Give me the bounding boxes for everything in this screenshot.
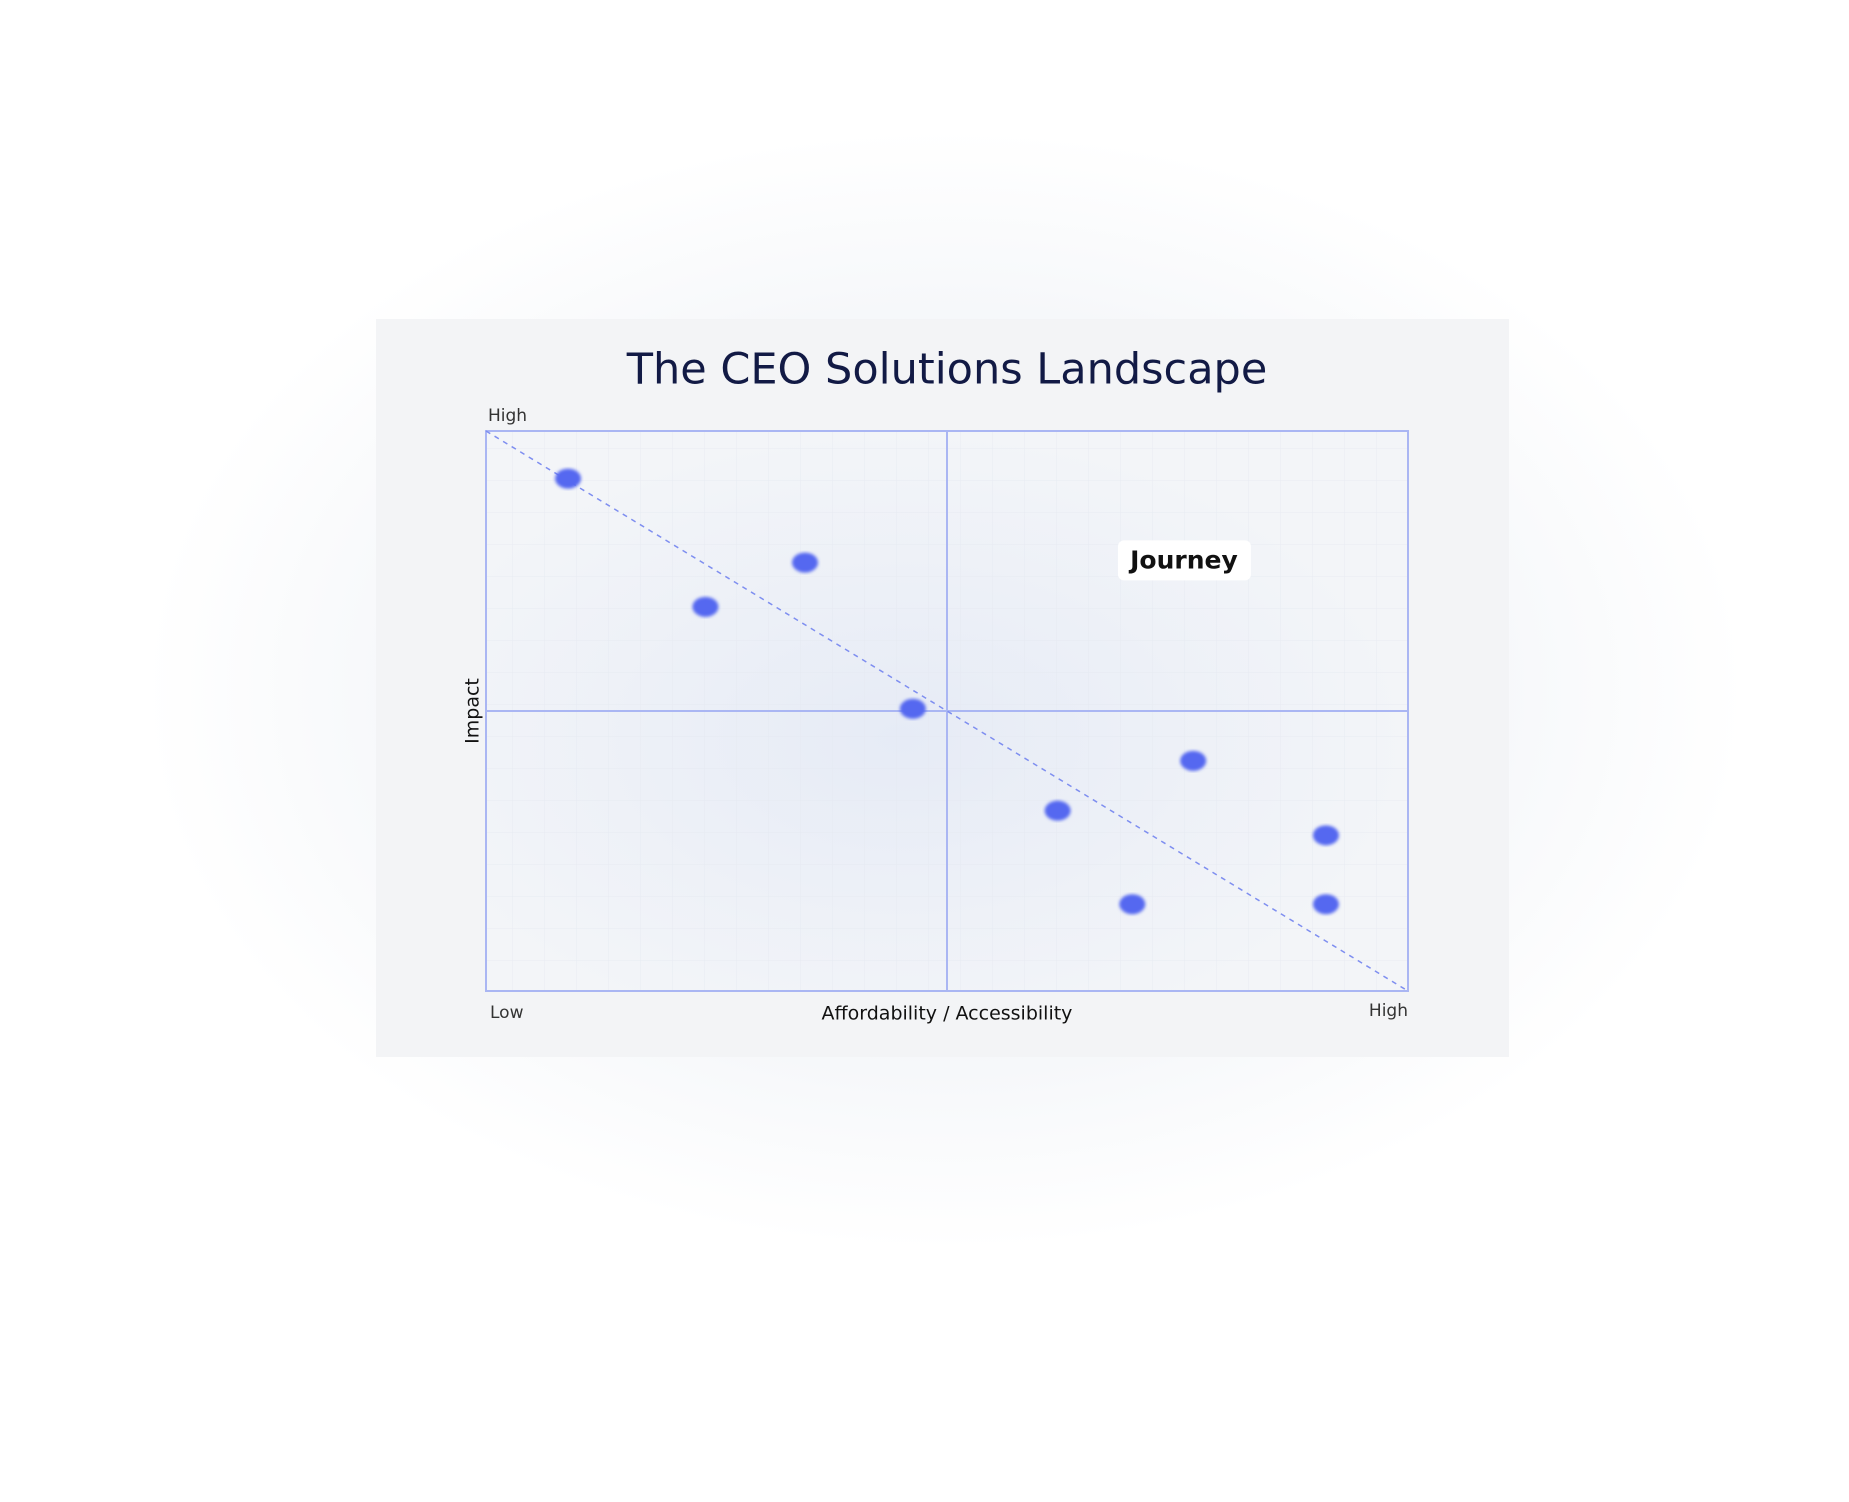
annotation-text: Journey <box>1128 545 1238 574</box>
point <box>692 596 719 617</box>
point <box>1312 894 1339 915</box>
point <box>1044 800 1071 821</box>
point <box>899 698 926 719</box>
y-high-label: High <box>488 406 527 426</box>
point <box>1180 750 1207 771</box>
point <box>1312 825 1339 846</box>
x-axis-label: Affordability / Accessibility <box>822 1003 1073 1025</box>
point <box>792 552 819 573</box>
point <box>1119 894 1146 915</box>
x-high-label: High <box>1369 1001 1408 1021</box>
point <box>555 468 582 489</box>
y-axis-label: Impact <box>462 678 484 744</box>
chart-title: The CEO Solutions Landscape <box>626 345 1268 395</box>
annotation-box <box>1117 540 1251 581</box>
x-low-label: Low <box>490 1003 524 1023</box>
